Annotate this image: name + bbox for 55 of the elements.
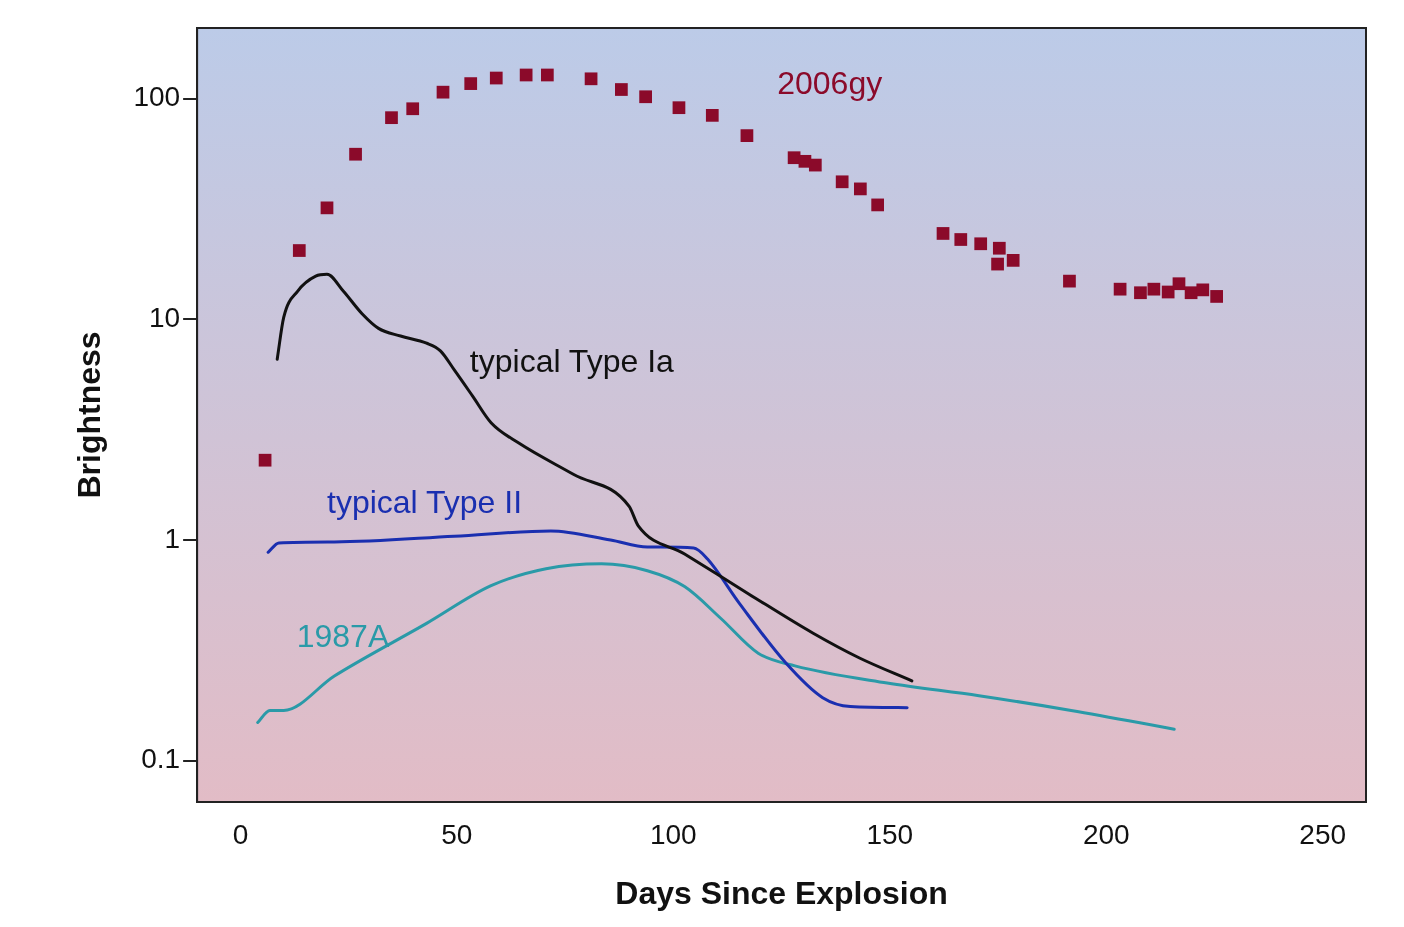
point bbox=[1113, 282, 1127, 296]
x-tick-label: 0 bbox=[232, 818, 249, 850]
point bbox=[540, 68, 554, 82]
point bbox=[1161, 285, 1175, 299]
line-series bbox=[256, 562, 1176, 731]
x-tick-label: 100 bbox=[649, 818, 697, 850]
point bbox=[1210, 290, 1224, 303]
point bbox=[615, 83, 628, 96]
point bbox=[1006, 254, 1020, 267]
point bbox=[584, 72, 598, 86]
point bbox=[954, 233, 968, 246]
series-label: typical Type Ia bbox=[469, 343, 675, 380]
point bbox=[258, 453, 272, 467]
point bbox=[808, 158, 822, 172]
point bbox=[672, 101, 686, 115]
x-tick-label: 250 bbox=[1299, 818, 1347, 850]
x-tick-label: 50 bbox=[441, 818, 473, 850]
point bbox=[320, 201, 334, 215]
point bbox=[991, 257, 1004, 271]
y-tick-label: 0.1 bbox=[141, 743, 181, 775]
point bbox=[349, 147, 362, 161]
point bbox=[385, 111, 398, 125]
point bbox=[992, 241, 1006, 255]
point bbox=[639, 90, 652, 104]
y-axis-title: Brightness bbox=[71, 331, 108, 499]
point bbox=[464, 77, 478, 90]
point bbox=[1063, 274, 1076, 288]
point bbox=[853, 182, 867, 196]
point bbox=[835, 175, 849, 189]
point bbox=[519, 68, 533, 82]
line-series bbox=[275, 272, 914, 683]
point bbox=[1172, 277, 1186, 291]
y-tick-label: 100 bbox=[133, 81, 181, 113]
point bbox=[292, 244, 306, 257]
point bbox=[740, 129, 754, 142]
point bbox=[705, 109, 719, 122]
point bbox=[871, 198, 885, 212]
x-tick-label: 200 bbox=[1082, 818, 1130, 850]
point bbox=[406, 102, 420, 116]
series-label: 1987A bbox=[296, 617, 390, 654]
x-tick-label: 150 bbox=[866, 818, 914, 850]
point bbox=[1147, 282, 1161, 296]
point bbox=[1134, 286, 1147, 300]
point bbox=[489, 71, 503, 85]
point bbox=[974, 237, 988, 251]
y-tick-label: 1 bbox=[164, 522, 181, 554]
point bbox=[936, 227, 950, 240]
series-label: typical Type II bbox=[326, 484, 523, 521]
series-label: 2006gy bbox=[777, 65, 883, 102]
point bbox=[1184, 286, 1198, 300]
line-series bbox=[266, 529, 909, 710]
point bbox=[1196, 283, 1210, 297]
x-axis-title: Days Since Explosion bbox=[615, 874, 948, 911]
point bbox=[436, 85, 450, 99]
y-tick-label: 10 bbox=[148, 302, 181, 334]
